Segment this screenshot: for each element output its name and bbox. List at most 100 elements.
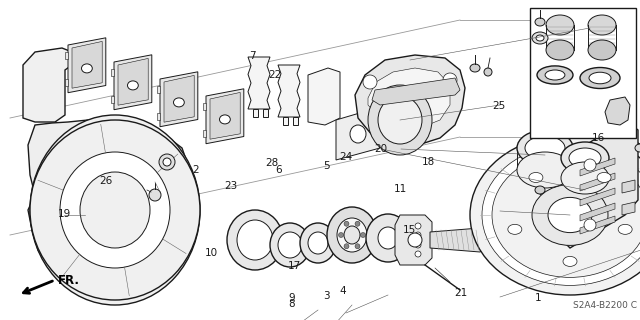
Polygon shape bbox=[622, 180, 635, 193]
Text: 23: 23 bbox=[224, 180, 237, 191]
Polygon shape bbox=[278, 65, 300, 117]
Polygon shape bbox=[65, 52, 68, 60]
Ellipse shape bbox=[60, 152, 170, 268]
Ellipse shape bbox=[535, 186, 545, 194]
Text: 15: 15 bbox=[403, 225, 416, 236]
Ellipse shape bbox=[344, 244, 349, 249]
Ellipse shape bbox=[80, 172, 150, 248]
Ellipse shape bbox=[363, 75, 377, 89]
Ellipse shape bbox=[355, 221, 360, 226]
Ellipse shape bbox=[30, 120, 200, 300]
Ellipse shape bbox=[300, 223, 336, 263]
Ellipse shape bbox=[415, 242, 421, 248]
Polygon shape bbox=[203, 130, 206, 137]
Text: 25: 25 bbox=[493, 100, 506, 111]
Text: 2: 2 bbox=[192, 164, 198, 175]
Polygon shape bbox=[248, 57, 270, 109]
Ellipse shape bbox=[545, 70, 565, 80]
Text: 20: 20 bbox=[374, 144, 387, 154]
Polygon shape bbox=[580, 216, 615, 234]
Polygon shape bbox=[580, 173, 615, 191]
Polygon shape bbox=[28, 118, 198, 298]
Ellipse shape bbox=[344, 226, 360, 244]
Ellipse shape bbox=[618, 224, 632, 234]
Text: S2A4-B2200 C: S2A4-B2200 C bbox=[573, 300, 637, 309]
Ellipse shape bbox=[127, 81, 138, 90]
Ellipse shape bbox=[360, 233, 365, 237]
Ellipse shape bbox=[588, 15, 616, 35]
Polygon shape bbox=[23, 48, 72, 122]
Ellipse shape bbox=[237, 220, 273, 260]
Text: 9: 9 bbox=[288, 292, 294, 303]
Ellipse shape bbox=[81, 64, 92, 73]
Ellipse shape bbox=[344, 221, 349, 226]
Polygon shape bbox=[118, 58, 148, 105]
Polygon shape bbox=[368, 68, 450, 128]
Polygon shape bbox=[580, 188, 615, 206]
Ellipse shape bbox=[60, 148, 170, 272]
Ellipse shape bbox=[103, 197, 127, 223]
Polygon shape bbox=[560, 120, 638, 248]
Text: 24: 24 bbox=[339, 152, 352, 162]
Text: 5: 5 bbox=[323, 161, 330, 172]
Text: 18: 18 bbox=[422, 156, 435, 167]
Polygon shape bbox=[283, 117, 288, 125]
Text: 8: 8 bbox=[288, 299, 294, 309]
Ellipse shape bbox=[470, 135, 640, 295]
Ellipse shape bbox=[580, 68, 620, 89]
Polygon shape bbox=[622, 202, 635, 215]
Bar bbox=[530, 8, 636, 138]
Polygon shape bbox=[157, 113, 160, 120]
Polygon shape bbox=[111, 96, 114, 103]
Ellipse shape bbox=[355, 244, 360, 249]
Ellipse shape bbox=[563, 256, 577, 266]
Ellipse shape bbox=[588, 40, 616, 60]
Polygon shape bbox=[160, 72, 198, 127]
Ellipse shape bbox=[408, 233, 422, 247]
Text: 6: 6 bbox=[275, 164, 282, 175]
Polygon shape bbox=[203, 103, 206, 110]
Text: FR.: FR. bbox=[58, 275, 80, 287]
Polygon shape bbox=[157, 86, 160, 93]
Ellipse shape bbox=[159, 154, 175, 170]
Polygon shape bbox=[164, 76, 194, 122]
Ellipse shape bbox=[339, 233, 344, 237]
Ellipse shape bbox=[546, 40, 574, 60]
Ellipse shape bbox=[535, 18, 545, 26]
Ellipse shape bbox=[482, 145, 640, 285]
Ellipse shape bbox=[548, 197, 592, 233]
Ellipse shape bbox=[484, 68, 492, 76]
Ellipse shape bbox=[270, 223, 310, 267]
Ellipse shape bbox=[278, 232, 302, 258]
Ellipse shape bbox=[584, 219, 596, 231]
Polygon shape bbox=[372, 78, 460, 105]
Polygon shape bbox=[111, 69, 114, 76]
Ellipse shape bbox=[561, 142, 609, 174]
Ellipse shape bbox=[368, 85, 432, 155]
Text: 1: 1 bbox=[534, 292, 541, 303]
Ellipse shape bbox=[508, 224, 522, 234]
Polygon shape bbox=[263, 109, 268, 117]
Ellipse shape bbox=[581, 22, 595, 32]
Polygon shape bbox=[580, 203, 615, 221]
Polygon shape bbox=[68, 38, 106, 93]
Ellipse shape bbox=[635, 144, 640, 152]
Polygon shape bbox=[114, 55, 152, 110]
Text: 16: 16 bbox=[592, 132, 605, 143]
Text: 22: 22 bbox=[269, 70, 282, 80]
Ellipse shape bbox=[308, 232, 328, 254]
Ellipse shape bbox=[517, 130, 573, 166]
Polygon shape bbox=[395, 215, 432, 265]
Ellipse shape bbox=[366, 214, 410, 262]
Ellipse shape bbox=[492, 153, 640, 277]
Polygon shape bbox=[605, 97, 630, 125]
Ellipse shape bbox=[532, 185, 608, 245]
Polygon shape bbox=[430, 228, 485, 252]
Ellipse shape bbox=[85, 177, 145, 243]
Ellipse shape bbox=[227, 210, 283, 270]
Text: 10: 10 bbox=[205, 248, 218, 258]
Ellipse shape bbox=[470, 64, 480, 72]
Ellipse shape bbox=[30, 115, 200, 305]
Text: 17: 17 bbox=[288, 260, 301, 271]
Text: 7: 7 bbox=[250, 51, 256, 61]
